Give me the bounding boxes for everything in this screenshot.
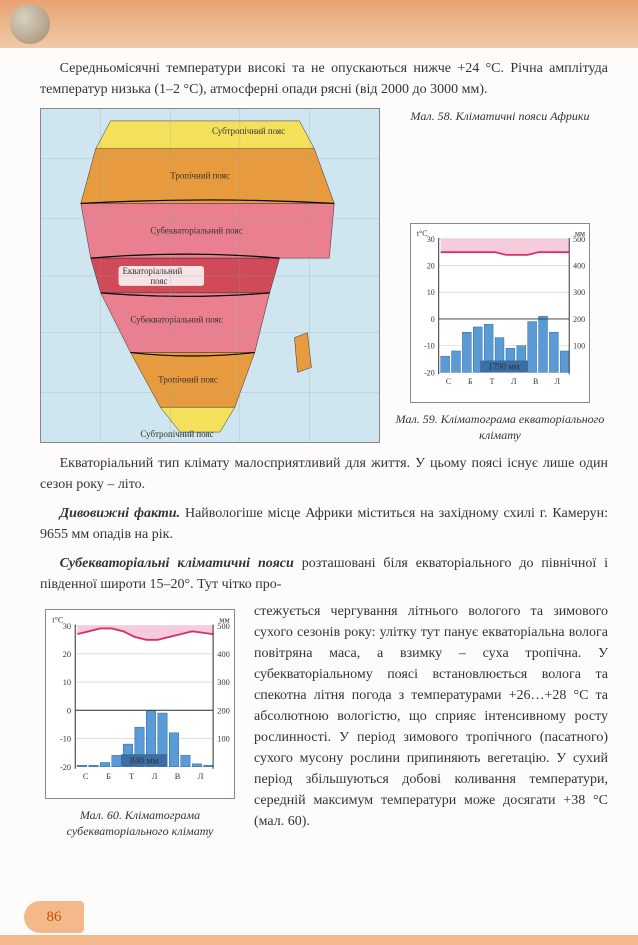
caption-label: Мал. 58. bbox=[411, 109, 453, 123]
lower-row: t°C мм 30 20 10 0 bbox=[40, 601, 608, 839]
month: Б bbox=[106, 772, 111, 781]
chart-svg: t°C мм 30 20 bbox=[411, 224, 589, 402]
tick: 500 bbox=[217, 622, 230, 631]
month: С bbox=[83, 772, 89, 781]
map-zone-label: Субекваторіальний пояс bbox=[130, 315, 222, 325]
tick: 100 bbox=[573, 341, 585, 350]
page-content: Середньомісячні температури високі та не… bbox=[0, 48, 638, 839]
tick: 10 bbox=[427, 288, 435, 297]
paragraph-4b: стежується чергування літнього вологого … bbox=[254, 601, 608, 839]
africa-climate-map: Субтропічний пояс Тропічний пояс Субеква… bbox=[40, 108, 380, 443]
p4-prefix: Субекваторіальні кліматичні пояси bbox=[60, 556, 294, 571]
tick: 300 bbox=[573, 288, 585, 297]
month: В bbox=[175, 772, 181, 781]
month: С bbox=[446, 377, 451, 386]
paragraph-3: Дивовижні факти. Найвологіше місце Африк… bbox=[40, 503, 608, 545]
tick: 0 bbox=[431, 315, 435, 324]
fact-prefix: Дивовижні факти. bbox=[60, 506, 180, 521]
chart-60-column: t°C мм 30 20 10 0 bbox=[40, 601, 240, 839]
tick: -20 bbox=[424, 368, 435, 377]
caption-label: Мал. 59. bbox=[396, 412, 438, 426]
tick: 400 bbox=[217, 650, 230, 659]
month: В bbox=[533, 377, 538, 386]
tick: 100 bbox=[217, 735, 230, 744]
map-zone-label: Субтропічний пояс bbox=[140, 429, 213, 439]
paragraph-4a: Субекваторіальні кліматичні пояси розташ… bbox=[40, 553, 608, 595]
map-zone-label: Субекваторіальний пояс bbox=[150, 225, 242, 235]
month: Л bbox=[511, 377, 517, 386]
paragraph-1: Середньомісячні температури високі та не… bbox=[40, 58, 608, 100]
map-svg: Субтропічний пояс Тропічний пояс Субеква… bbox=[41, 109, 379, 442]
month: Л bbox=[198, 772, 204, 781]
month: Т bbox=[129, 772, 134, 781]
climograph-60: t°C мм 30 20 10 0 bbox=[45, 609, 235, 799]
page: Середньомісячні температури високі та не… bbox=[0, 0, 638, 945]
map-zone-label: Екваторіальний bbox=[123, 266, 183, 276]
annual-precip-label: 1790 мм bbox=[488, 361, 520, 371]
tick: 300 bbox=[217, 678, 230, 687]
page-number-value: 86 bbox=[47, 906, 62, 929]
month: Б bbox=[468, 377, 473, 386]
month: Т bbox=[490, 377, 495, 386]
page-number: 86 bbox=[24, 901, 84, 933]
tick: 0 bbox=[67, 706, 71, 715]
map-zone-label: Тропічний пояс bbox=[170, 171, 230, 181]
tick: -10 bbox=[60, 735, 71, 744]
map-zone-label: пояс bbox=[150, 276, 167, 286]
tick: 20 bbox=[427, 261, 435, 270]
chart-svg: t°C мм 30 20 10 0 bbox=[46, 610, 234, 798]
paragraph-2: Екваторіальний тип клімату малосприятлив… bbox=[40, 453, 608, 495]
map-and-chart-row: Субтропічний пояс Тропічний пояс Субеква… bbox=[40, 108, 608, 443]
map-zone-label: Тропічний пояс bbox=[158, 374, 218, 384]
tick: 30 bbox=[427, 234, 435, 243]
tick: -10 bbox=[424, 341, 435, 350]
caption-text: Кліматичні пояси Африки bbox=[453, 109, 590, 123]
tick: 30 bbox=[63, 622, 71, 631]
tick: 500 bbox=[573, 234, 585, 243]
tick: 200 bbox=[573, 315, 585, 324]
figure-59-caption: Мал. 59. Кліматограма екваторіального кл… bbox=[392, 411, 608, 443]
tick: -20 bbox=[60, 763, 71, 772]
map-zone-label: Субтропічний пояс bbox=[212, 126, 285, 136]
month: Л bbox=[152, 772, 158, 781]
climograph-59: t°C мм 30 20 bbox=[410, 223, 590, 403]
tick: 200 bbox=[217, 706, 230, 715]
tick: 10 bbox=[63, 678, 71, 687]
tick: 400 bbox=[573, 261, 585, 270]
tick: 20 bbox=[63, 650, 71, 659]
caption-text: Кліматограма екваторіального клімату bbox=[438, 412, 605, 442]
month: Л bbox=[555, 377, 561, 386]
caption-label: Мал. 60. bbox=[80, 808, 122, 822]
map-right-column: Мал. 58. Кліматичні пояси Африки t°C мм bbox=[392, 108, 608, 443]
globe-icon bbox=[10, 4, 50, 44]
annual-precip-label: 840 мм bbox=[130, 757, 158, 767]
figure-60-caption: Мал. 60. Кліматограма субекваторіального… bbox=[40, 807, 240, 839]
footer-strip bbox=[0, 935, 638, 945]
figure-58-caption: Мал. 58. Кліматичні пояси Африки bbox=[392, 108, 608, 124]
page-header bbox=[0, 0, 638, 48]
